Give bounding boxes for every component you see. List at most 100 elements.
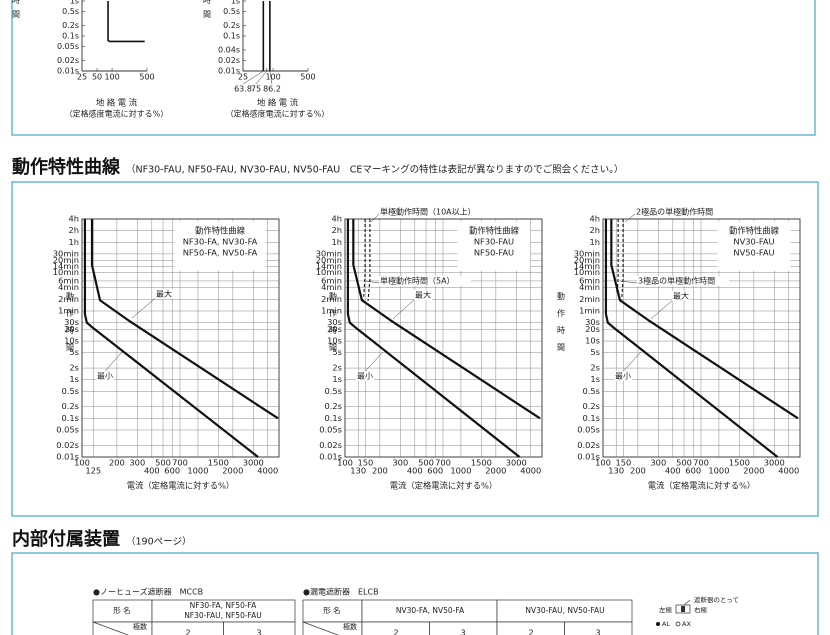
header-label: 形 名 [113,605,130,615]
label-bg [637,276,729,286]
leader [365,280,380,284]
y-tick-label: 10min [316,267,342,277]
x-axis-label: 電流（定格電流に対する%） [127,481,234,491]
x-tick-label: 300 [392,458,408,468]
y-tick-label: 0.01s [56,452,79,462]
y-tick-label: 0.5s [62,7,79,16]
annotation: NF50-FA, NV50-FA [183,248,258,258]
y-tick-label: 0.02s [57,56,79,65]
x-tick-label: 200 [109,458,125,468]
y-tick-label: 0.2s [62,21,79,30]
y-tick-label: 6min [58,275,79,285]
x-tick-label: 500 [139,73,154,82]
curve [107,1,145,43]
poles: 3 [460,629,465,635]
leader [624,213,636,223]
y-tick-label: 0.2s [324,401,342,411]
leader [131,295,159,319]
diagonal [92,621,129,635]
x-axis-label: 電流（定格電流に対する%） [390,481,497,491]
y-tick-label: 0.5s [324,386,342,396]
y-tick-label: 20min [53,255,79,265]
al-dot [656,622,660,626]
poles: 2 [528,629,533,635]
x-axis-label: 電流（定格電流に対する%） [648,481,755,491]
poles: 2 [393,629,398,635]
label-bg [635,207,727,217]
label-bg [356,371,374,381]
cell [223,621,296,635]
x-tick-label: 3000 [243,458,264,468]
y-tick-label: 0.5s [223,7,240,16]
y-tick-label: 0.01s [319,452,342,462]
section-note: （190ページ） [126,536,191,548]
label-bg [96,371,114,381]
legend-text: 遮断器のとって [694,595,739,604]
x-tick-label: 1500 [208,458,229,468]
x-axis-label: 地 絡 電 流 [257,98,299,108]
x-tick-label: 1500 [729,458,750,468]
x-tick-label: 150 [357,458,373,468]
y-tick-label: 0.05s [56,424,79,434]
x-tick-label: 63.8 [234,85,252,94]
x-tick-label: 100 [74,458,90,468]
y-axis-label: 動作時間 [12,0,21,24]
section-title: 動作特性曲線 [12,156,121,178]
y-tick-label: 20min [574,255,600,265]
y-axis-label: 動作時間 [203,0,212,24]
legend-text: AX [682,620,691,628]
y-tick-label: 5s [69,347,79,357]
y-tick-label: 4min [579,282,600,292]
series-label: 最小 [615,372,631,381]
y-tick-label: 0.01s [218,67,240,76]
header-label: 極数 [343,622,357,631]
series-label: 最大 [415,290,431,300]
y-tick-label: 0.01s [57,67,79,76]
y-tick-label: 1s [332,374,342,384]
cell [564,621,633,635]
y-tick-label: 2min [321,294,342,304]
x-tick-label: 3000 [506,458,527,468]
y-tick-label: 1s [590,374,600,384]
y-tick-label: 0.02s [319,440,342,450]
x-tick-label: 4000 [520,466,541,476]
leader [269,70,273,85]
y-axis-label: 動作時間 [66,292,75,360]
annotation-box [717,221,791,271]
y-tick-label: 4min [58,282,79,292]
y-axis-label: 動作時間 [557,292,566,360]
series-label: 3極品の単極動作時間 [638,276,715,286]
y-tick-label: 30min [53,248,79,258]
y-tick-label: 0.2s [223,21,240,30]
y-tick-label: 6min [579,275,600,285]
dashed-curve [363,219,366,297]
x-tick-label: 100 [265,73,280,82]
y-tick-label: 4min [321,282,342,292]
plot-frame [602,218,801,458]
y-tick-label: 20s [585,324,600,334]
x-tick-label: 500 [300,73,315,82]
annotation: 動作特性曲線 [195,226,245,236]
y-tick-label: 10s [585,336,600,346]
dashed-curve [616,219,619,293]
legend-text: 右極 [694,605,708,614]
x-tick-label: 1500 [471,458,492,468]
section-title: 内部付属装置 [12,528,120,550]
y-tick-label: 30min [316,248,342,258]
x-tick-label: 400 [144,466,160,476]
y-tick-label: 2s [69,363,79,373]
y-tick-label: 2s [590,363,600,373]
x-tick-label: 75 [251,85,261,94]
series-label: 最大 [156,289,172,299]
y-tick-label: 2h [331,225,342,235]
model: NF30-FA, NF50-FA [190,601,257,610]
x-tick-label: 300 [129,458,145,468]
y-tick-label: 4h [331,214,342,224]
x-axis-note: （定格感度電流に対する%） [65,109,169,119]
y-tick-label: 20min [316,255,342,265]
